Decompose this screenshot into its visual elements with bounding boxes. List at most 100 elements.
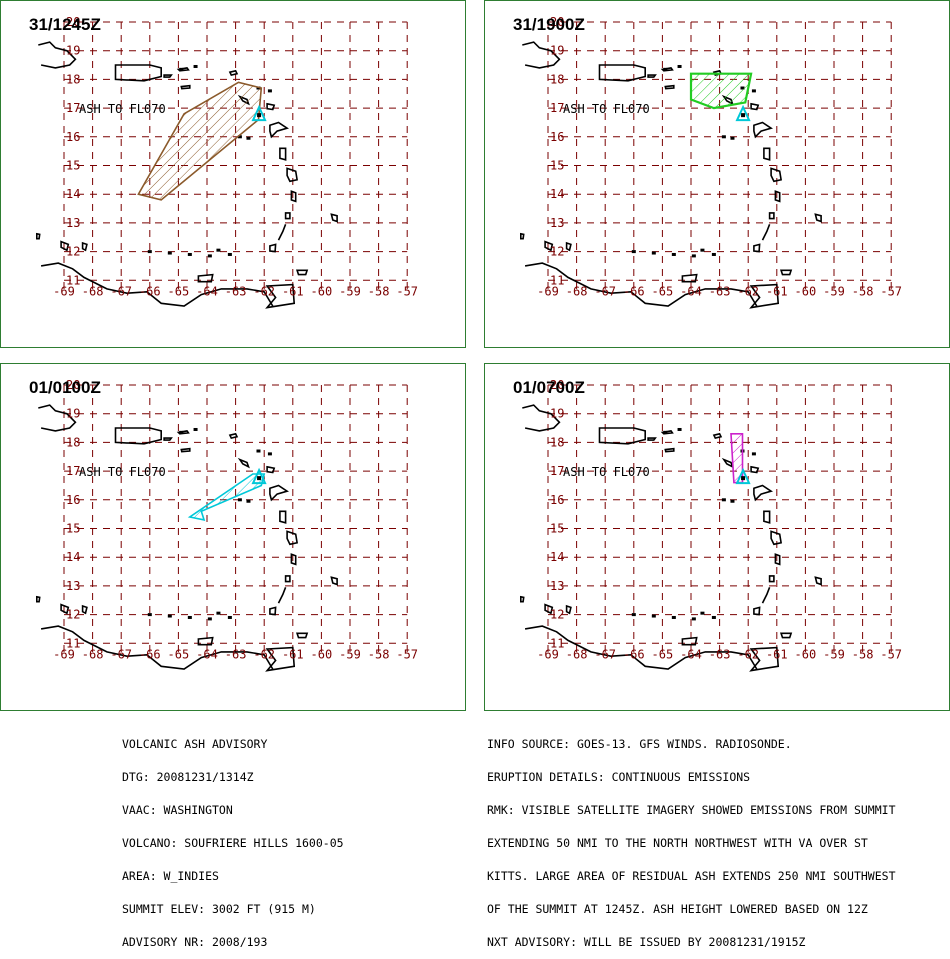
panel-time-label: 31/1900Z: [513, 15, 585, 34]
anguilla-coast: [712, 432, 723, 440]
lon-tick-label: -58: [368, 648, 390, 662]
ash-height-label: ASH TO FL070: [79, 102, 166, 116]
margarita-coast: [681, 636, 698, 646]
margarita-coast: [197, 273, 214, 283]
barbados-coast: [330, 213, 338, 223]
curacao-coast: [60, 240, 70, 252]
venezuela-coast: [40, 625, 274, 670]
lon-tick-label: -61: [766, 285, 788, 299]
remark-line: KITTS. LARGE AREA OF RESIDUAL ASH EXTEND…: [487, 869, 896, 883]
volcano-marker-icon: [735, 467, 751, 485]
lon-tick-label: -66: [139, 285, 161, 299]
islet: [227, 252, 232, 256]
islet: [730, 499, 735, 503]
islet: [751, 452, 756, 456]
ash-height-label: ASH TO FL070: [563, 465, 650, 479]
lon-tick-label: -57: [396, 285, 418, 299]
lat-tick-label: 17: [550, 101, 564, 115]
aruba-coast: [519, 232, 525, 240]
lat-tick-label: 18: [550, 72, 564, 86]
lon-tick-label: -60: [311, 648, 333, 662]
lon-tick-label: -62: [253, 285, 275, 299]
islet: [227, 615, 232, 619]
volcano-summit: [257, 476, 262, 481]
lon-tick-label: -59: [339, 285, 361, 299]
guadeloupe-coast: [753, 121, 773, 139]
islet: [651, 614, 656, 618]
volcano-marker-icon: [735, 104, 751, 122]
trinidad-coast: [749, 646, 780, 672]
st-lucia-coast: [290, 190, 297, 203]
lat-tick-label: 19: [550, 44, 564, 58]
islet: [193, 427, 198, 431]
grenadines-coast: [277, 224, 287, 241]
lat-tick-label: 12: [550, 245, 564, 259]
islet: [207, 254, 212, 258]
lon-tick-label: -58: [368, 285, 390, 299]
anguilla-coast: [228, 69, 239, 77]
lat-tick-label: 16: [66, 493, 80, 507]
st-croix-coast: [664, 84, 675, 90]
antigua-coast: [266, 102, 276, 111]
map-0700z: 20 19 18 17 16 15 14 13 12 11-69 -68 -67 -66 -65 -64 -6…: [519, 378, 902, 672]
remark-line: INFO SOURCE: GOES-13. GFS WINDS. RADIOSO…: [487, 737, 792, 751]
lon-tick-label: -69: [53, 285, 75, 299]
lon-tick-label: -57: [880, 285, 902, 299]
trinidad-coast: [265, 646, 296, 672]
st-lucia-coast: [774, 190, 781, 203]
lon-tick-label: -65: [652, 285, 674, 299]
islet: [671, 252, 676, 256]
martinique-coast: [286, 530, 299, 546]
volcano-marker-icon: [251, 467, 267, 485]
islet: [663, 430, 668, 434]
lon-tick-label: -64: [196, 648, 218, 662]
islet: [267, 89, 272, 93]
vieques-coast: [163, 437, 173, 441]
grenadines-coast: [277, 587, 287, 604]
puerto-rico-coast: [598, 64, 646, 82]
lon-tick-label: -66: [139, 648, 161, 662]
lon-tick-label: -66: [623, 285, 645, 299]
dominica-coast: [279, 147, 287, 161]
islet: [677, 427, 682, 431]
venezuela-coast: [524, 262, 758, 307]
lon-tick-label: -61: [282, 285, 304, 299]
hispaniola-coast: [38, 41, 77, 69]
hispaniola-coast: [522, 41, 561, 69]
lat-tick-label: 14: [550, 550, 564, 564]
islet: [267, 452, 272, 456]
tobago-coast: [779, 269, 793, 276]
aruba-coast: [35, 595, 41, 603]
islet: [721, 135, 726, 139]
forecast-panel-1245z: 20 19 18 17 16 15 14 13 12 11 -69 -68 -67 -66 -65 -64 -6…: [0, 0, 466, 348]
lat-tick-label: 19: [66, 44, 80, 58]
lat-tick-label: 15: [66, 522, 80, 536]
islet: [751, 89, 756, 93]
aruba-coast: [519, 595, 525, 603]
grenada-coast: [269, 606, 277, 616]
islet: [207, 617, 212, 621]
st-vincent-coast: [768, 575, 775, 583]
lon-tick-label: -64: [196, 285, 218, 299]
grenadines-coast: [761, 587, 771, 604]
lon-tick-label: -64: [680, 648, 702, 662]
map-1245z: 20 19 18 17 16 15 14 13 12 11-69 -68 -67 -66 -65 -64 -6…: [35, 15, 418, 309]
ash-area-polygon: [187, 473, 266, 521]
islet: [216, 611, 221, 615]
dominica-coast: [279, 510, 287, 524]
islet: [167, 251, 172, 255]
islet: [691, 617, 696, 621]
advisory-line: AREA: W_INDIES: [122, 869, 219, 883]
remark-line: NXT ADVISORY: WILL BE ISSUED BY 20081231…: [487, 935, 806, 949]
grenada-coast: [269, 243, 277, 253]
lon-tick-label: -62: [253, 648, 275, 662]
remark-line: OF THE SUMMIT AT 1245Z. ASH HEIGHT LOWER…: [487, 902, 868, 916]
lat-tick-label: 15: [550, 159, 564, 173]
ash-height-label: ASH TO FL070: [79, 465, 166, 479]
st-croix-coast: [180, 447, 191, 453]
islet: [237, 135, 242, 139]
lat-tick-label: 17: [66, 101, 80, 115]
map-1900z: 20 19 18 17 16 15 14 13 12 11-69 -68 -67 -66 -65 -64 -6…: [519, 15, 902, 309]
lon-tick-label: -69: [537, 285, 559, 299]
st-lucia-coast: [774, 553, 781, 566]
